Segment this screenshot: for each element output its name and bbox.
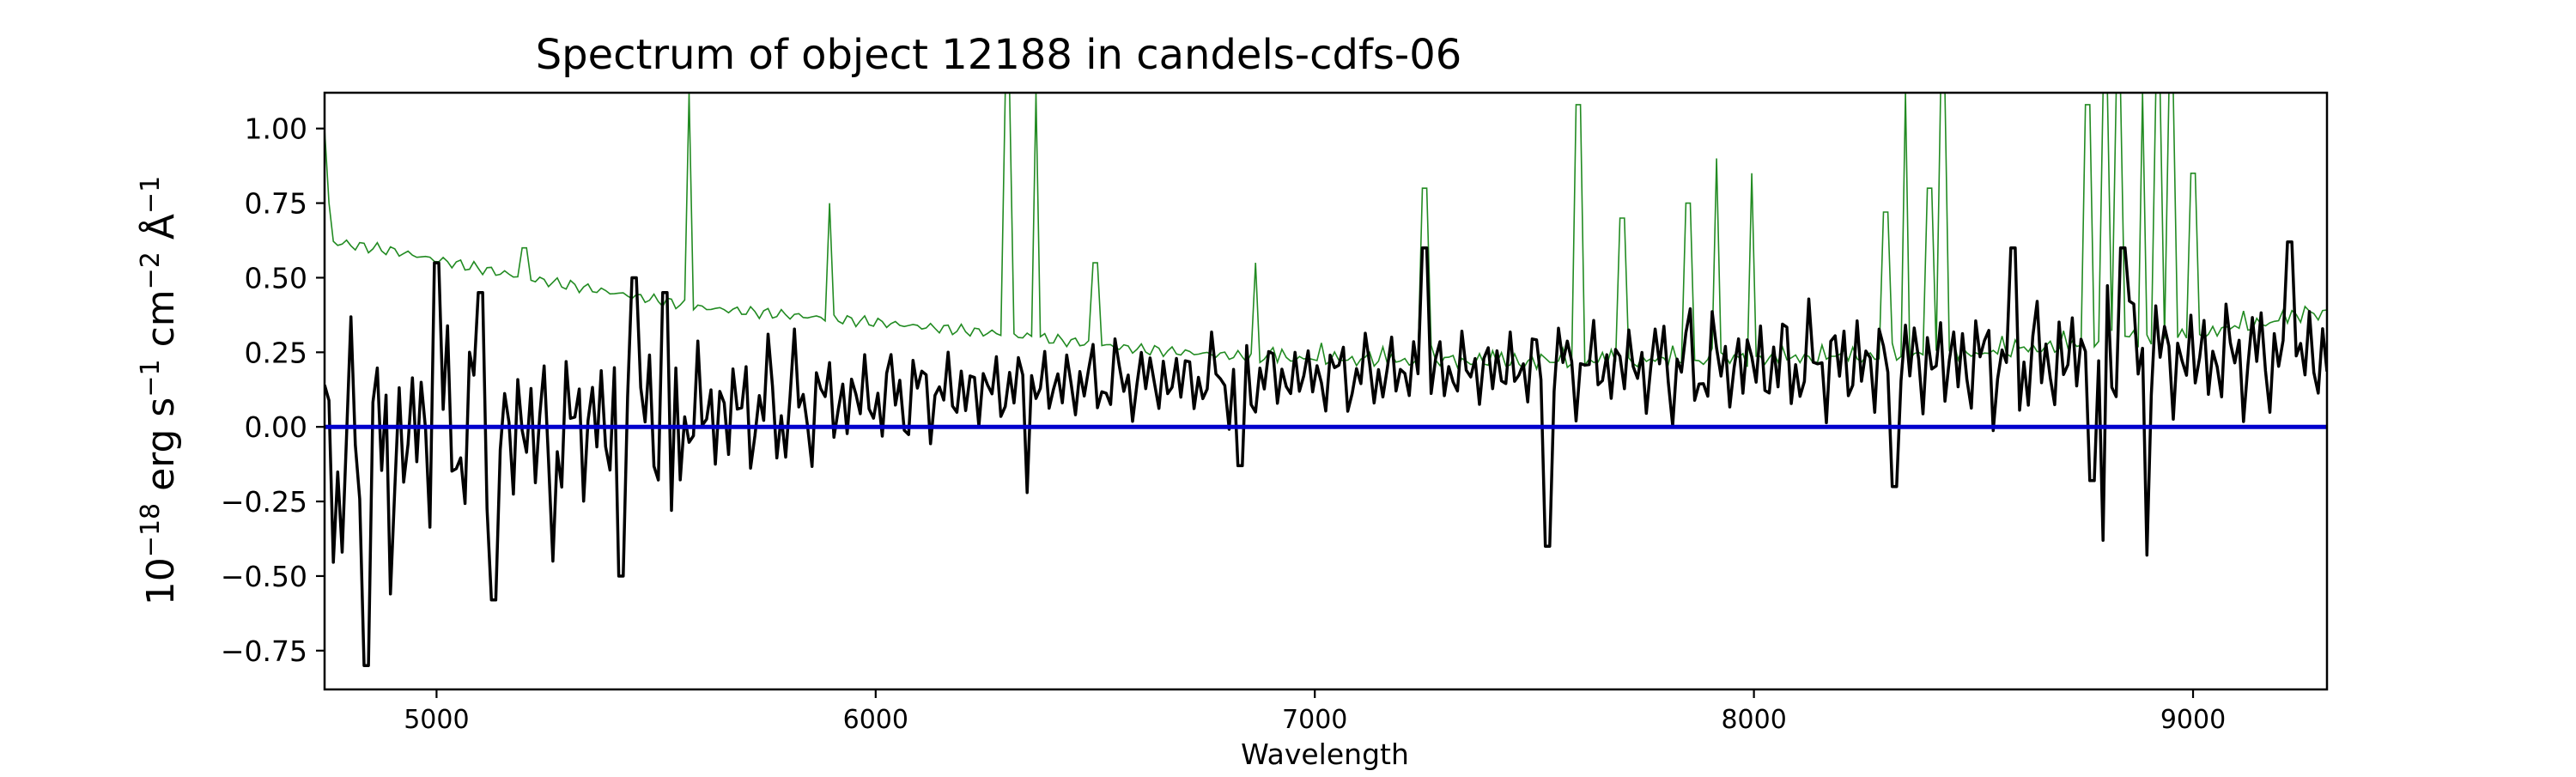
x-tick-label: 7000 xyxy=(1282,705,1347,735)
y-tick-label: 0.50 xyxy=(245,261,307,294)
y-tick-label: −0.75 xyxy=(221,634,307,668)
error-spectrum-line xyxy=(325,93,2327,372)
x-tick-label: 5000 xyxy=(404,705,469,735)
y-tick-label: 1.00 xyxy=(245,112,307,146)
y-tick-label: 0.00 xyxy=(245,410,307,444)
x-axis: 5000 6000 7000 8000 9000 xyxy=(404,689,2226,735)
plot-area xyxy=(325,93,2327,667)
ylabel-base: 10 xyxy=(139,557,183,605)
ylabel-exp-3: −2 xyxy=(136,252,166,289)
x-tick-label: 9000 xyxy=(2160,705,2226,735)
y-axis-label: 10−18 erg s−1 cm−2 Å−1 xyxy=(136,176,184,605)
x-tick-label: 6000 xyxy=(843,705,908,735)
ylabel-exp-2: −1 xyxy=(136,359,166,397)
ylabel-exp-4: −1 xyxy=(136,176,166,214)
ylabel-ang: Å xyxy=(137,214,183,252)
y-tick-label: 0.25 xyxy=(245,336,307,369)
x-tick-label: 8000 xyxy=(1721,705,1786,735)
ylabel-erg: erg s xyxy=(139,398,183,503)
flux-spectrum-line xyxy=(325,240,2327,667)
y-axis: 1.00 0.75 0.50 0.25 0.00 −0.25 −0.50 −0.75 xyxy=(221,112,325,668)
ylabel-cm: cm xyxy=(139,289,183,359)
y-tick-label: 0.75 xyxy=(245,187,307,221)
chart-title: Spectrum of object 12188 in candels-cdfs… xyxy=(536,31,1462,79)
ylabel-exp-1: −18 xyxy=(136,503,166,557)
y-tick-label: −0.25 xyxy=(221,485,307,519)
x-axis-label: Wavelength xyxy=(1241,738,1409,771)
y-tick-label: −0.50 xyxy=(221,560,307,593)
plot-frame xyxy=(323,91,2329,691)
